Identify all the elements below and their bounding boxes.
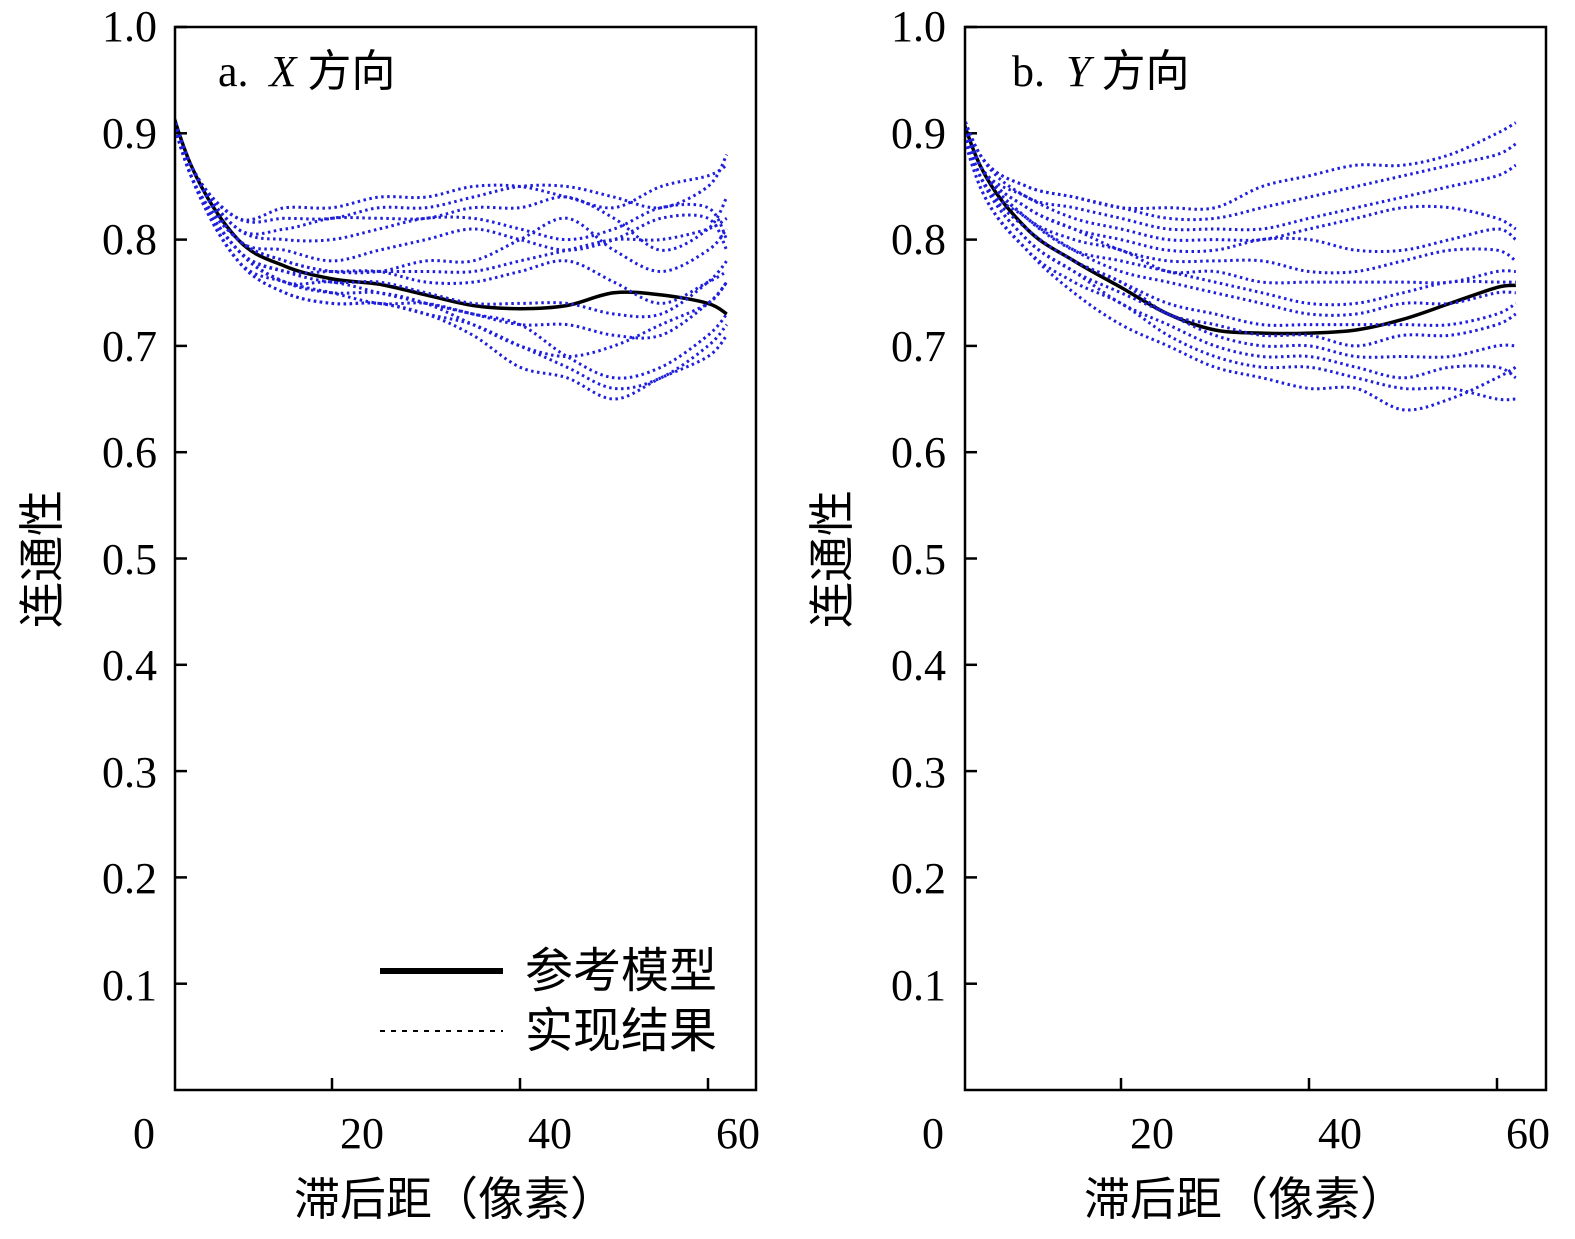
x-axis-label: 滞后距（像素） [294,1174,616,1225]
x-axis-label: 滞后距（像素） [1084,1174,1406,1225]
realization-line [966,131,1516,359]
realization-line [966,138,1516,402]
y-tick-label: 0.2 [891,854,946,903]
y-tick-label: 0.9 [891,109,946,158]
panel-title-text: 方向 [1101,47,1189,96]
panel-label: a. [218,47,249,96]
y-tick-label: 0.6 [102,428,157,477]
y-axis-label: 连通性 [807,490,858,628]
panel-title-a: a. X 方向 [218,47,395,96]
panel-title-variable: Y [1066,47,1095,96]
panel-b: 1.0 0.9 0.8 0.7 0.6 0.5 0.4 0.3 0.2 0.1 … [807,2,1550,1225]
series-group [176,117,729,401]
y-tick-label: 0.7 [891,322,946,371]
y-tick-label: 0.6 [891,428,946,477]
realization-line [176,124,728,401]
y-tick-label: 0.2 [102,854,157,903]
realization-line [176,124,728,380]
y-tick-label: 0.5 [102,535,157,584]
y-tick-label: 1.0 [102,2,157,51]
x-tick-label: 0 [133,1109,155,1158]
panel-a: 1.0 0.9 0.8 0.7 0.6 0.5 0.4 0.3 0.2 0.1 … [17,2,760,1225]
panel-title-b: b. Y 方向 [1012,47,1189,96]
realization-line [966,119,1517,211]
y-tick-label: 0.8 [102,215,157,264]
realization-line [966,126,1517,242]
y-tick-label: 0.9 [102,109,157,158]
y-tick-label: 0.4 [891,641,946,690]
realization-line [176,126,728,274]
panel-title-variable: X [268,47,299,96]
y-tick-label: 0.4 [102,641,157,690]
y-tick-label: 0.3 [102,748,157,797]
y-tick-label: 1.0 [891,2,946,51]
x-tick-label: 20 [1130,1109,1174,1158]
y-tick-label: 0.1 [891,961,946,1010]
realization-line [966,118,1517,232]
x-tick-label: 0 [922,1109,944,1158]
legend: 参考模型 实现结果 [380,945,717,1058]
x-tick-label: 60 [716,1109,760,1158]
plot-frame [963,25,1548,1092]
x-tick-label: 20 [340,1109,384,1158]
plot-area-b [963,25,1548,1092]
plot-area-a [173,25,758,1092]
realization-line [966,125,1516,307]
series-group [966,118,1517,412]
panel-title-text: 方向 [307,47,395,96]
y-tick-label: 0.3 [891,748,946,797]
legend-reference-label: 参考模型 [525,945,717,998]
realization-line [966,131,1517,380]
x-tick-label: 40 [528,1109,572,1158]
y-tick-label: 0.5 [891,535,946,584]
realization-line [176,126,728,275]
realization-line [966,119,1517,222]
y-tick-label: 0.1 [102,961,157,1010]
reference-line [966,123,1517,336]
y-axis-label: 连通性 [17,490,68,628]
y-tick-label: 0.7 [102,322,157,371]
y-tick-label: 0.8 [891,215,946,264]
x-tick-label: 60 [1506,1109,1550,1158]
realization-line [966,132,1517,348]
realization-line [966,126,1517,254]
realization-line [176,119,729,243]
legend-realization-label: 实现结果 [525,1005,717,1058]
panel-label: b. [1012,47,1045,96]
x-tick-label: 40 [1318,1109,1362,1158]
